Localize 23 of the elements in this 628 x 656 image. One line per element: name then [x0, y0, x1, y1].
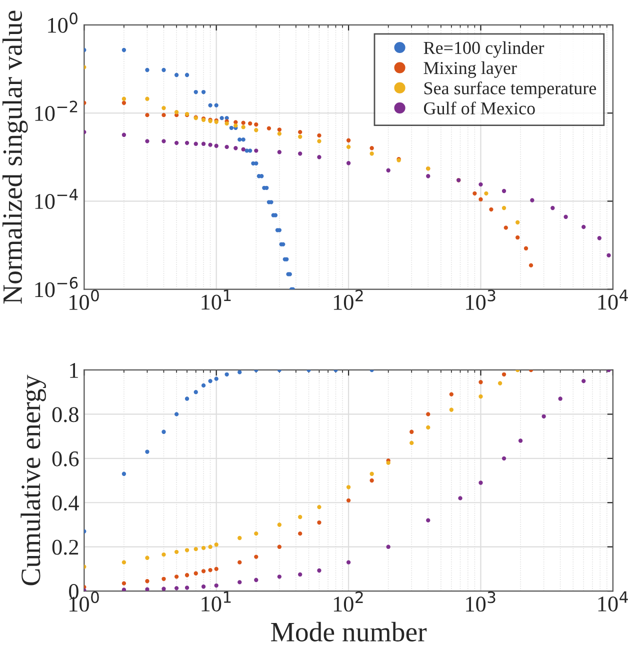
y-tick-label: 10$^{−4}$	[35, 188, 78, 209]
x-tick-label: 10$^{2}$	[334, 290, 363, 310]
x-tick-label: 10$^{3}$	[466, 290, 496, 310]
x-axis-title: Mode number	[271, 622, 427, 642]
legend-label: Mixing layer	[424, 61, 517, 78]
y-tick-label: 1	[70, 363, 78, 378]
x-tick-label: 10$^{4}$	[598, 290, 628, 310]
x-tick-label: 10$^{1}$	[202, 591, 231, 612]
y-axis-title: Normalized singular value	[2, 10, 28, 304]
x-tick-label: 10$^{2}$	[334, 591, 363, 612]
y-tick-label: 10$^{0}$	[48, 12, 78, 33]
x-tick-label: 10$^{1}$	[202, 290, 231, 310]
y-tick-label: 10$^{−2}$	[35, 100, 78, 121]
x-tick-label: 10$^{3}$	[466, 591, 496, 612]
legend-label: Sea surface temperature	[424, 81, 596, 98]
y-axis-title: Cumulative energy	[20, 374, 46, 586]
y-tick-label: 0.6	[52, 451, 79, 466]
y-tick-label: 0.2	[52, 540, 78, 555]
y-tick-label: 0.4	[52, 496, 79, 511]
legend-label: Gulf of Mexico	[424, 102, 535, 114]
y-tick-label: 0.8	[52, 407, 78, 422]
legend-label: Re=100 cylinder	[424, 41, 544, 58]
x-tick-label: 10$^{4}$	[598, 591, 628, 612]
